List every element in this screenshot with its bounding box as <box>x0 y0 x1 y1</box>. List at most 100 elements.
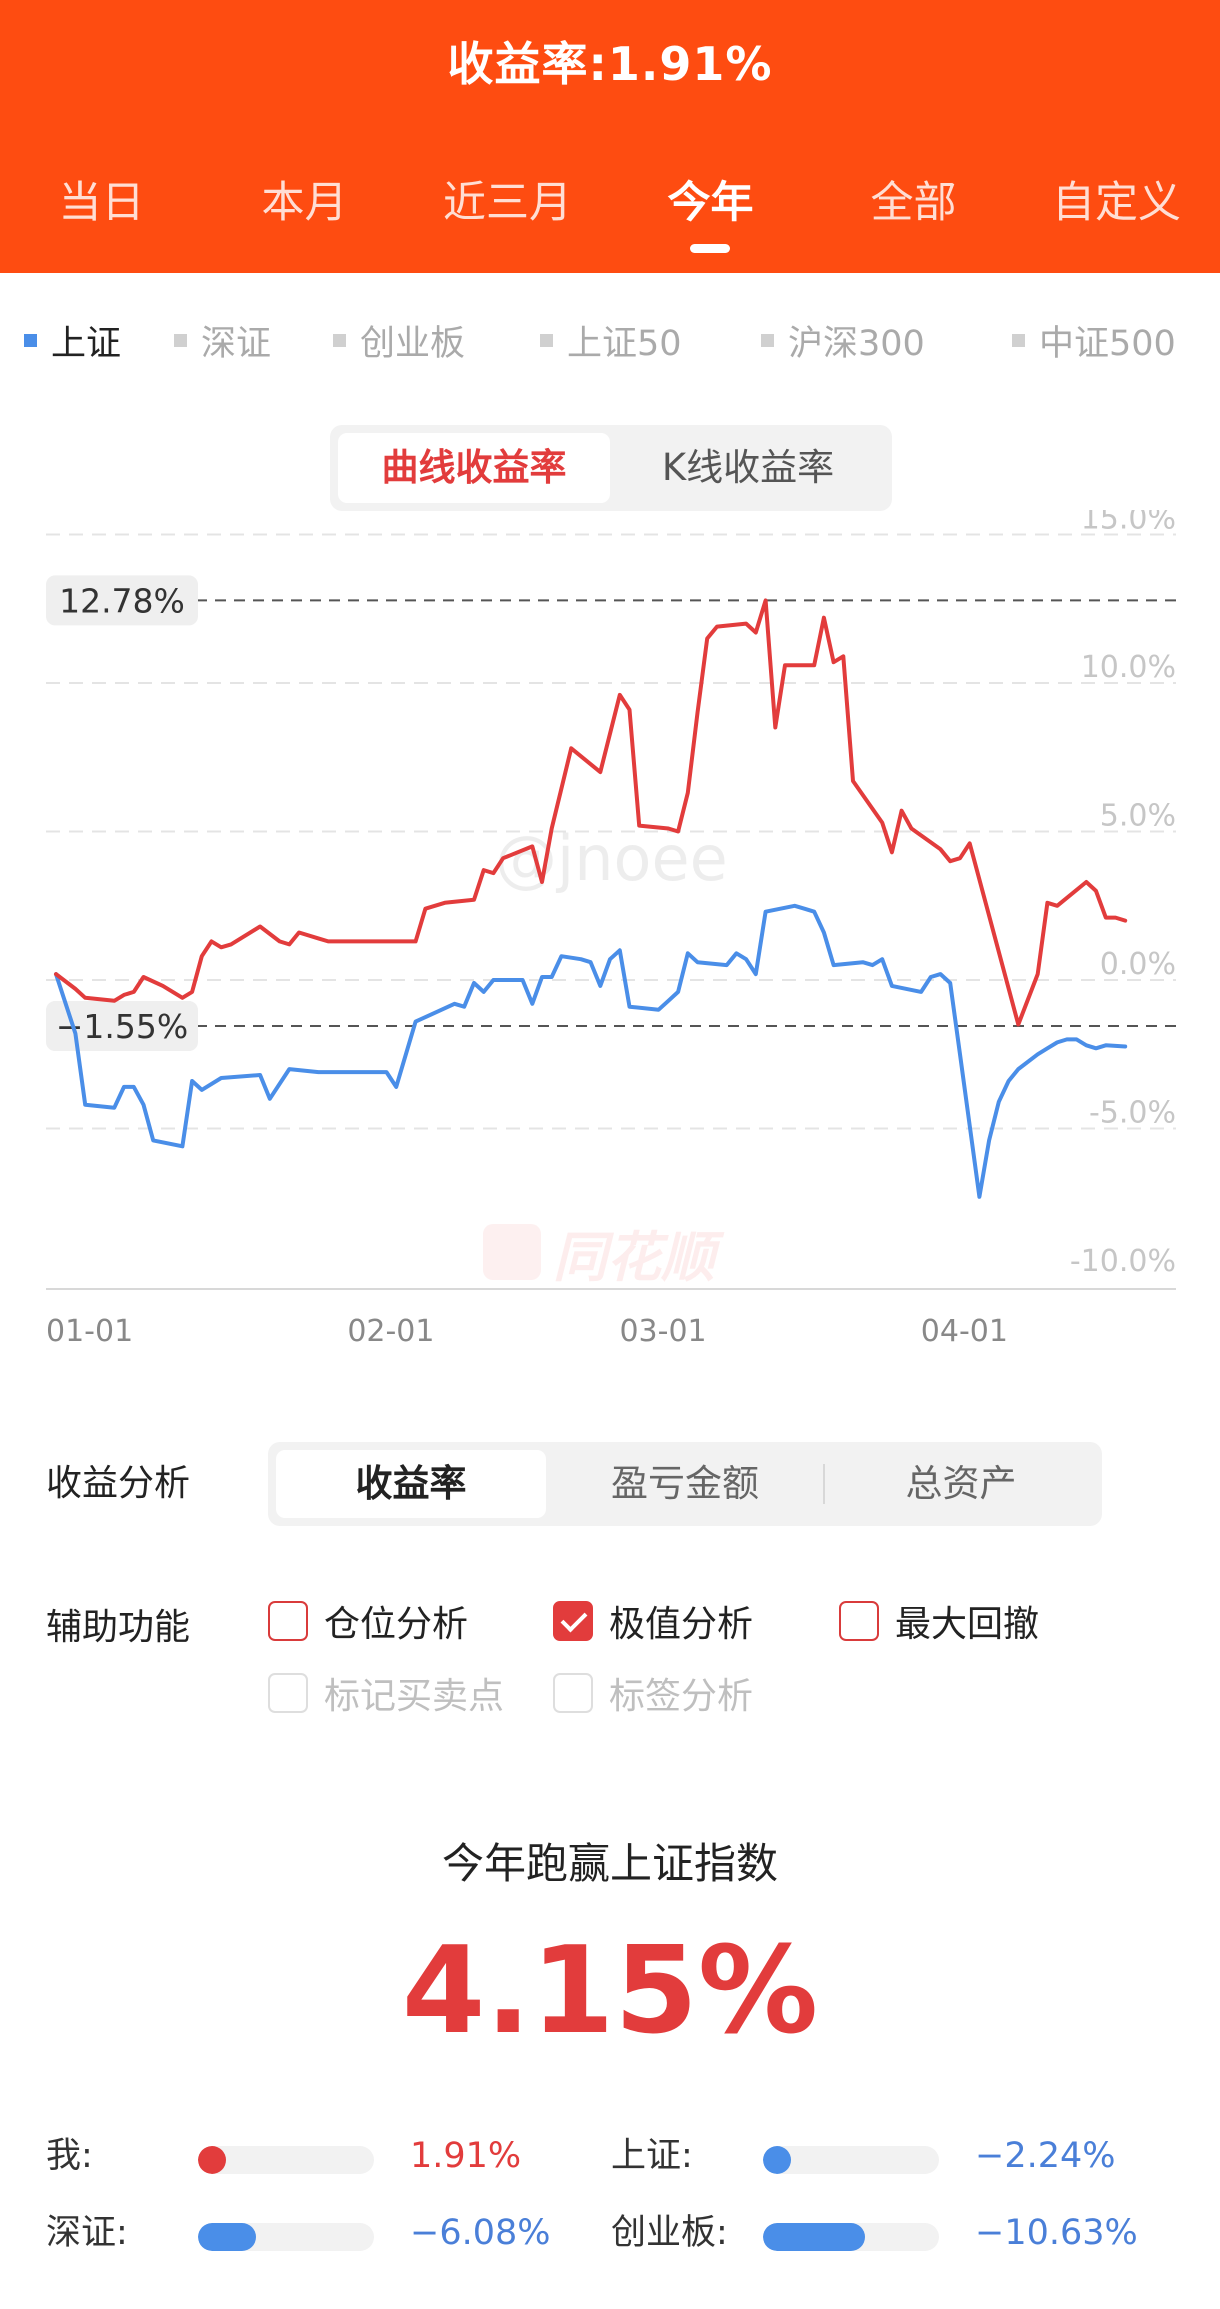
outperform-value: 4.15% <box>401 1922 819 2061</box>
checkbox-tag-analysis[interactable]: 标签分析 <box>553 1670 754 1717</box>
legend-swatch <box>761 333 774 347</box>
brand-watermark: 同花顺 <box>483 1224 715 1289</box>
compare-bar-track <box>763 2223 939 2251</box>
index-label: 上证 <box>51 323 122 364</box>
tab-custom[interactable]: 自定义 <box>1052 178 1181 228</box>
compare-value: −10.63% <box>975 2213 1138 2253</box>
index-selector: 上证 深证 创业板 上证50 沪深300 中证500 <box>0 318 1220 364</box>
y-tick-label: 15.0% <box>1081 510 1176 537</box>
period-tabs: 当日 本月 近三月 今年 全部 自定义 <box>0 168 1220 228</box>
segment-divider <box>823 1464 825 1504</box>
index-szse[interactable]: 深证 <box>174 318 271 364</box>
compare-label: 上证: <box>611 2136 693 2176</box>
legend-swatch <box>174 333 187 347</box>
y-axis: 15.0% 10.0% 5.0% 0.0% -5.0% -10.0% <box>1070 510 1176 1279</box>
compare-value: 1.91% <box>410 2136 522 2176</box>
tab-this-month[interactable]: 本月 <box>261 178 348 228</box>
checkbox-box <box>839 1601 879 1641</box>
compare-label: 我: <box>46 2136 93 2176</box>
y-tick-label: 10.0% <box>1081 650 1176 685</box>
compare-label: 创业板: <box>611 2213 728 2253</box>
index-label: 沪深300 <box>788 323 925 364</box>
mode-kline-return[interactable]: K线收益率 <box>661 446 835 489</box>
checkbox-buy-sell-points[interactable]: 标记买卖点 <box>268 1670 505 1717</box>
index-label: 上证50 <box>567 323 682 364</box>
assist-label: 辅助功能 <box>46 1607 191 1648</box>
x-tick-label: 01-01 <box>46 1314 133 1349</box>
series-line-mine <box>54 598 1128 1027</box>
segment-profit-loss[interactable]: 盈亏金额 <box>611 1462 759 1505</box>
index-label: 创业板 <box>360 323 466 364</box>
index-label: 中证500 <box>1039 323 1176 364</box>
checkbox-label: 仓位分析 <box>324 1604 469 1645</box>
tab-three-months[interactable]: 近三月 <box>443 178 572 228</box>
series-line-sse <box>54 903 1128 1199</box>
index-csi500[interactable]: 中证500 <box>1012 318 1176 364</box>
legend-swatch <box>333 333 346 347</box>
return-chart[interactable]: 15.0% 10.0% 5.0% 0.0% -5.0% -10.0% 01-01 02-01… <box>0 510 1220 1370</box>
index-sse[interactable]: 上证 <box>24 318 121 364</box>
compare-bar-track <box>198 2146 374 2174</box>
x-tick-label: 04-01 <box>921 1314 1008 1349</box>
legend-swatch <box>1012 333 1025 347</box>
compare-bar-fill <box>198 2146 226 2174</box>
x-tick-label: 03-01 <box>619 1314 706 1349</box>
analysis-label: 收益分析 <box>46 1463 191 1504</box>
compare-value: −6.08% <box>410 2213 551 2253</box>
checkbox-box <box>268 1673 308 1713</box>
checkbox-max-drawdown[interactable]: 最大回撤 <box>839 1598 1040 1645</box>
compare-szse: 深证: −6.08% <box>46 2211 566 2255</box>
legend-swatch <box>540 333 553 347</box>
series-lines <box>54 598 1128 1199</box>
compare-label: 深证: <box>46 2213 128 2253</box>
tab-today[interactable]: 当日 <box>58 178 145 228</box>
checkbox-label: 最大回撤 <box>895 1604 1040 1645</box>
extreme-label: 12.78% <box>59 581 185 620</box>
y-tick-label: -10.0% <box>1070 1244 1176 1279</box>
compare-bar-fill <box>763 2146 791 2174</box>
extreme-label-bg <box>46 575 198 626</box>
y-tick-label: 5.0% <box>1100 799 1176 834</box>
tab-this-year[interactable]: 今年 <box>667 178 754 228</box>
checkbox-box <box>553 1673 593 1713</box>
index-sse50[interactable]: 上证50 <box>540 318 682 364</box>
checkbox-label: 标记买卖点 <box>324 1676 505 1717</box>
outperform-title: 今年跑赢上证指数 <box>441 1839 778 1888</box>
header-title: 收益率:1.91% <box>447 37 773 91</box>
checkbox-label: 标签分析 <box>609 1676 754 1717</box>
x-axis: 01-01 02-01 03-01 04-01 <box>46 1314 1008 1349</box>
compare-bar-track <box>763 2146 939 2174</box>
checkbox-box <box>268 1601 308 1641</box>
segment-return-rate[interactable]: 收益率 <box>276 1450 546 1518</box>
brand-watermark-text: 同花顺 <box>553 1225 715 1289</box>
checkbox-position-analysis[interactable]: 仓位分析 <box>268 1598 469 1645</box>
active-tab-indicator <box>690 244 730 253</box>
index-csi300[interactable]: 沪深300 <box>761 318 925 364</box>
tab-all[interactable]: 全部 <box>870 178 957 228</box>
header-bar: 收益率:1.91% 当日 本月 近三月 今年 全部 自定义 <box>0 0 1220 273</box>
compare-bar-fill <box>198 2223 256 2251</box>
segment-total-assets[interactable]: 总资产 <box>905 1462 1017 1505</box>
compare-chinext: 创业板: −10.63% <box>611 2211 1191 2255</box>
y-tick-label: 0.0% <box>1100 947 1176 982</box>
extreme-markers: 12.78%−1.55% <box>46 575 1176 1052</box>
extreme-label-bg <box>46 1001 198 1052</box>
check-icon <box>553 1601 593 1641</box>
compare-mine: 我: 1.91% <box>46 2134 566 2178</box>
analysis-segmented-control: 收益率 盈亏金额 总资产 <box>268 1442 1102 1526</box>
compare-bar-track <box>198 2223 374 2251</box>
checkbox-extreme-analysis[interactable]: 极值分析 <box>553 1598 754 1645</box>
compare-value: −2.24% <box>975 2136 1116 2176</box>
compare-sse: 上证: −2.24% <box>611 2134 1191 2178</box>
chart-gridlines <box>46 533 1176 1290</box>
x-tick-label: 02-01 <box>347 1314 434 1349</box>
index-chinext[interactable]: 创业板 <box>333 318 465 364</box>
checkbox-label: 极值分析 <box>609 1604 754 1645</box>
mode-curve-return[interactable]: 曲线收益率 <box>338 433 610 503</box>
chart-mode-toggle: 曲线收益率 K线收益率 <box>330 425 892 511</box>
brand-logo-icon <box>483 1224 541 1280</box>
index-label: 深证 <box>201 323 272 364</box>
compare-bar-fill <box>763 2223 865 2251</box>
y-tick-label: -5.0% <box>1089 1096 1176 1131</box>
legend-swatch <box>24 333 37 347</box>
